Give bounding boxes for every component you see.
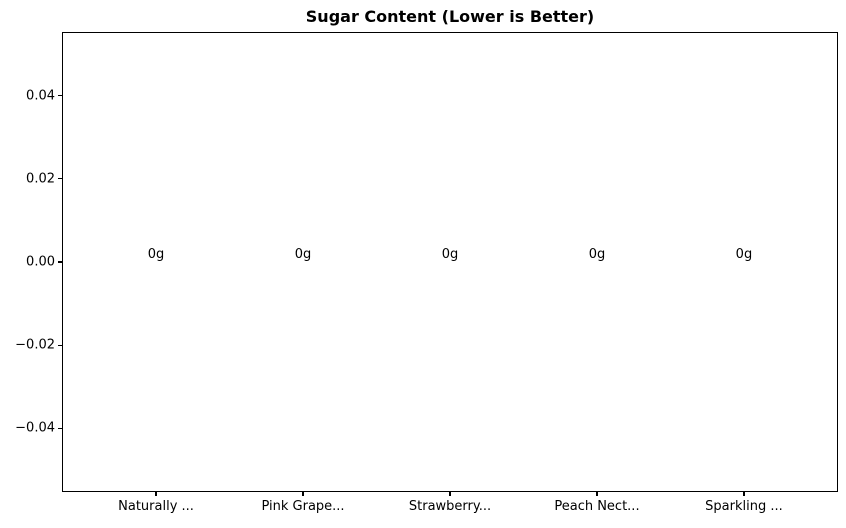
- x-axis-category-label: Peach Nect...: [554, 499, 640, 514]
- plot-area: [62, 32, 838, 492]
- bar-value-label: 0g: [588, 247, 606, 262]
- y-axis-tick-mark: [58, 427, 62, 429]
- x-axis-tick-mark: [302, 492, 304, 496]
- x-axis-category-label: Naturally ...: [118, 499, 194, 514]
- bar-value-label: 0g: [294, 247, 312, 262]
- x-axis-category-label: Strawberry...: [408, 499, 492, 514]
- y-axis-tick-label: 0.02: [26, 171, 55, 187]
- y-axis-tick-mark: [58, 344, 62, 346]
- bar-value-label: 0g: [735, 247, 753, 262]
- chart-title: Sugar Content (Lower is Better): [305, 7, 595, 26]
- y-axis-tick-label: −0.04: [15, 420, 55, 436]
- y-axis-tick-label: 0.04: [26, 88, 55, 104]
- y-axis-tick-mark: [58, 95, 62, 97]
- y-axis-tick-label: −0.02: [15, 337, 55, 353]
- bar-value-label: 0g: [441, 247, 459, 262]
- x-axis-tick-mark: [596, 492, 598, 496]
- y-axis-tick-mark: [58, 261, 62, 263]
- x-axis-tick-mark: [155, 492, 157, 496]
- x-axis-tick-mark: [449, 492, 451, 496]
- x-axis-category-label: Sparkling ...: [705, 499, 783, 514]
- y-axis-tick-mark: [58, 178, 62, 180]
- bar-value-label: 0g: [147, 247, 165, 262]
- x-axis-tick-mark: [743, 492, 745, 496]
- y-axis-tick-label: 0.00: [26, 254, 55, 270]
- x-axis-category-label: Pink Grape...: [261, 499, 345, 514]
